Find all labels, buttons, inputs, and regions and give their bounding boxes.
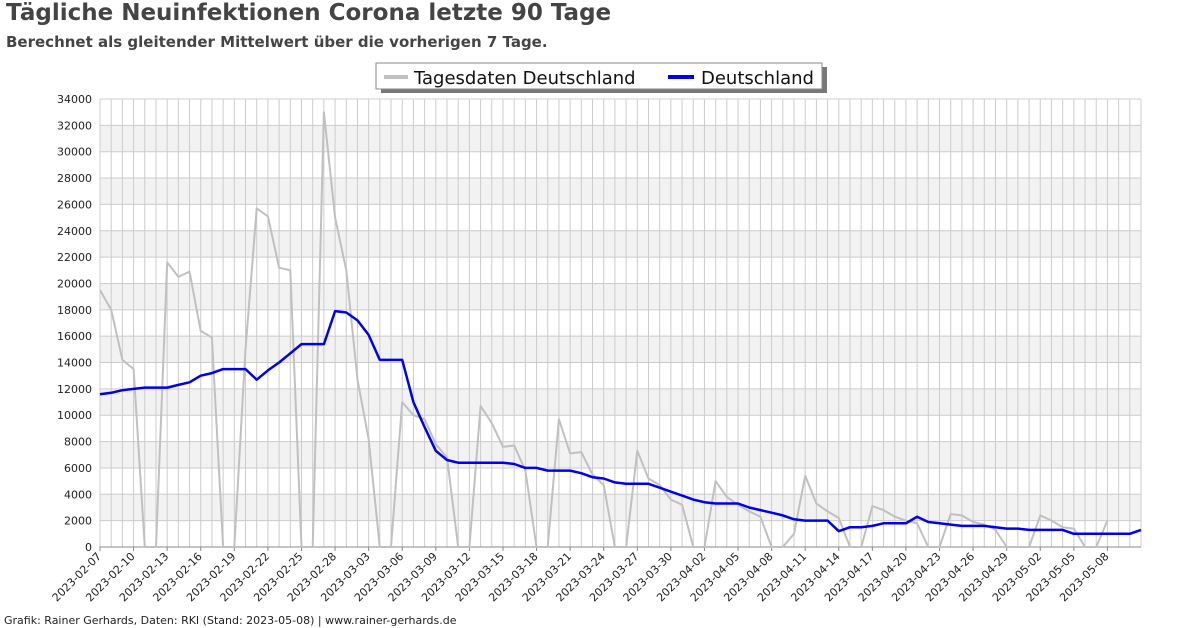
y-tick-label: 16000 — [57, 330, 92, 343]
y-tick-label: 2000 — [64, 515, 92, 528]
y-tick-label: 24000 — [57, 225, 92, 238]
series-daily-line — [99, 111, 1109, 548]
y-tick-label: 22000 — [57, 251, 92, 264]
legend: Tagesdaten Deutschland Deutschland — [375, 62, 827, 93]
y-axis-ticks: 0 2000 4000 6000 8000 10000 12000 14000 16000 180… — [57, 93, 92, 554]
background-bands — [100, 125, 1141, 521]
legend-label-daily: Tagesdaten Deutschland — [413, 68, 636, 89]
grid-lines — [99, 98, 1142, 548]
y-tick-label: 18000 — [57, 304, 92, 317]
y-tick-label: 0 — [85, 541, 92, 554]
y-tick-label: 28000 — [57, 172, 92, 185]
band — [100, 336, 1141, 363]
band — [100, 388, 1141, 416]
chart-title: Tägliche Neuinfektionen Corona letzte 90… — [6, 0, 612, 26]
y-tick-label: 14000 — [57, 357, 92, 370]
y-tick-label: 26000 — [57, 198, 92, 211]
footer-credit: Grafik: Rainer Gerhards, Daten: RKI (Sta… — [4, 614, 457, 627]
series-lines — [99, 111, 1142, 548]
y-tick-label: 6000 — [64, 462, 92, 475]
band — [100, 283, 1141, 310]
series-average-line — [99, 309, 1142, 536]
band — [100, 494, 1141, 521]
chart-subtitle: Berechnet als gleitender Mittelwert über… — [6, 33, 548, 51]
legend-label-average: Deutschland — [701, 68, 814, 89]
y-tick-label: 32000 — [57, 119, 92, 132]
y-tick-label: 34000 — [57, 93, 92, 106]
band — [100, 230, 1141, 258]
y-tick-label: 10000 — [57, 409, 92, 422]
y-tick-label: 8000 — [64, 436, 92, 449]
legend-box — [375, 62, 823, 90]
y-tick-label: 12000 — [57, 383, 92, 396]
y-tick-label: 30000 — [57, 146, 92, 159]
y-tick-label: 4000 — [64, 488, 92, 501]
y-tick-label: 20000 — [57, 277, 92, 290]
band — [100, 441, 1141, 468]
x-axis-ticks: 2023-02-072023-02-102023-02-132023-02-16… — [50, 547, 1112, 604]
band — [100, 125, 1141, 152]
band — [100, 178, 1141, 205]
